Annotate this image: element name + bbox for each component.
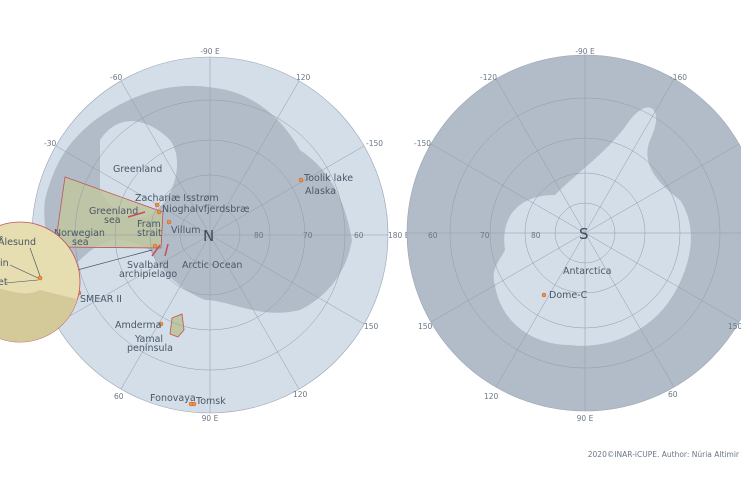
north-polar-map: -90 E -60 -30 30 60 90 E 120 150 180 E -… xyxy=(0,47,410,423)
site-marker xyxy=(541,292,547,298)
label-yamal: peninsula xyxy=(127,343,173,354)
tick: 70 xyxy=(303,231,313,240)
credit-text: 2020©INAR-iCUPE. Author: Núria Altimir xyxy=(587,450,739,459)
region-polygon xyxy=(54,176,164,249)
label-fram-strait: strait xyxy=(137,228,162,239)
site-label[interactable]: Dome-C xyxy=(549,290,588,301)
tick: 70 xyxy=(480,231,490,240)
site-label[interactable]: Tomsk xyxy=(195,396,226,407)
label-greenland-sea: sea xyxy=(104,215,121,226)
greenland-land xyxy=(100,121,178,219)
south-pole-label: S xyxy=(579,225,589,243)
site-label[interactable]: Zachariæ Isstrøm xyxy=(135,193,219,204)
label-antarctica: Antarctica xyxy=(563,266,611,277)
site-label[interactable]: Fonovaya xyxy=(150,393,196,404)
label-greenland: Greenland xyxy=(113,164,162,175)
tick: 120 xyxy=(293,390,308,399)
tick: -30 xyxy=(44,139,56,148)
antarctica-land xyxy=(493,107,691,346)
inset-map: Ålesund in et xyxy=(0,221,81,343)
tick: 60 xyxy=(668,390,678,399)
inset-label: Ålesund xyxy=(0,236,36,248)
tick: -120 xyxy=(480,73,497,82)
site-label[interactable]: Nioghalvfjerdsbræ xyxy=(162,204,250,215)
tick: -90 E xyxy=(575,47,595,56)
tick: 150 xyxy=(364,322,379,331)
tick: -90 E xyxy=(200,47,220,56)
tick: 80 xyxy=(531,231,541,240)
tick: 90 E xyxy=(202,414,219,423)
tick: -160 xyxy=(670,73,687,82)
label-arctic-ocean: Arctic Ocean xyxy=(182,260,242,271)
site-label[interactable]: Amderma xyxy=(115,320,161,331)
label-svalbard: Svalbard xyxy=(127,260,169,271)
tick: 120 xyxy=(484,392,499,401)
inset-label: et xyxy=(0,277,8,288)
tick: -150 xyxy=(366,139,383,148)
tick: 180 E xyxy=(388,231,410,240)
tick: 90 E xyxy=(577,414,594,423)
south-polar-map: -90 E -120 -160 -150 60 70 80 150 120 90… xyxy=(406,47,741,423)
tick: 80 xyxy=(254,231,264,240)
label-greenland-sea: Greenland xyxy=(89,206,138,217)
site-label[interactable]: Toolik lake xyxy=(303,173,353,184)
label-alaska: Alaska xyxy=(305,186,336,197)
tick: -60 xyxy=(110,73,122,82)
north-pole-label: N xyxy=(203,227,214,245)
tick: 150 xyxy=(728,322,741,331)
label-norwegian-sea: Norwegian xyxy=(54,228,105,239)
tick: 60 xyxy=(354,231,364,240)
tick: -150 xyxy=(414,139,431,148)
label-fram-strait: Fram xyxy=(137,219,161,230)
label-svalbard: archipielago xyxy=(119,269,177,280)
site-label[interactable]: Villum xyxy=(171,225,200,236)
tick: 120 xyxy=(296,73,311,82)
tick: 60 xyxy=(114,392,124,401)
tick: 150 xyxy=(418,322,433,331)
label-norwegian-sea: sea xyxy=(72,237,89,248)
label-yamal: Yamal xyxy=(134,334,163,345)
yamal-region xyxy=(169,313,185,338)
inset-label: in xyxy=(0,258,9,269)
tick: 60 xyxy=(428,231,438,240)
site-label[interactable]: SMEAR II xyxy=(80,294,122,305)
